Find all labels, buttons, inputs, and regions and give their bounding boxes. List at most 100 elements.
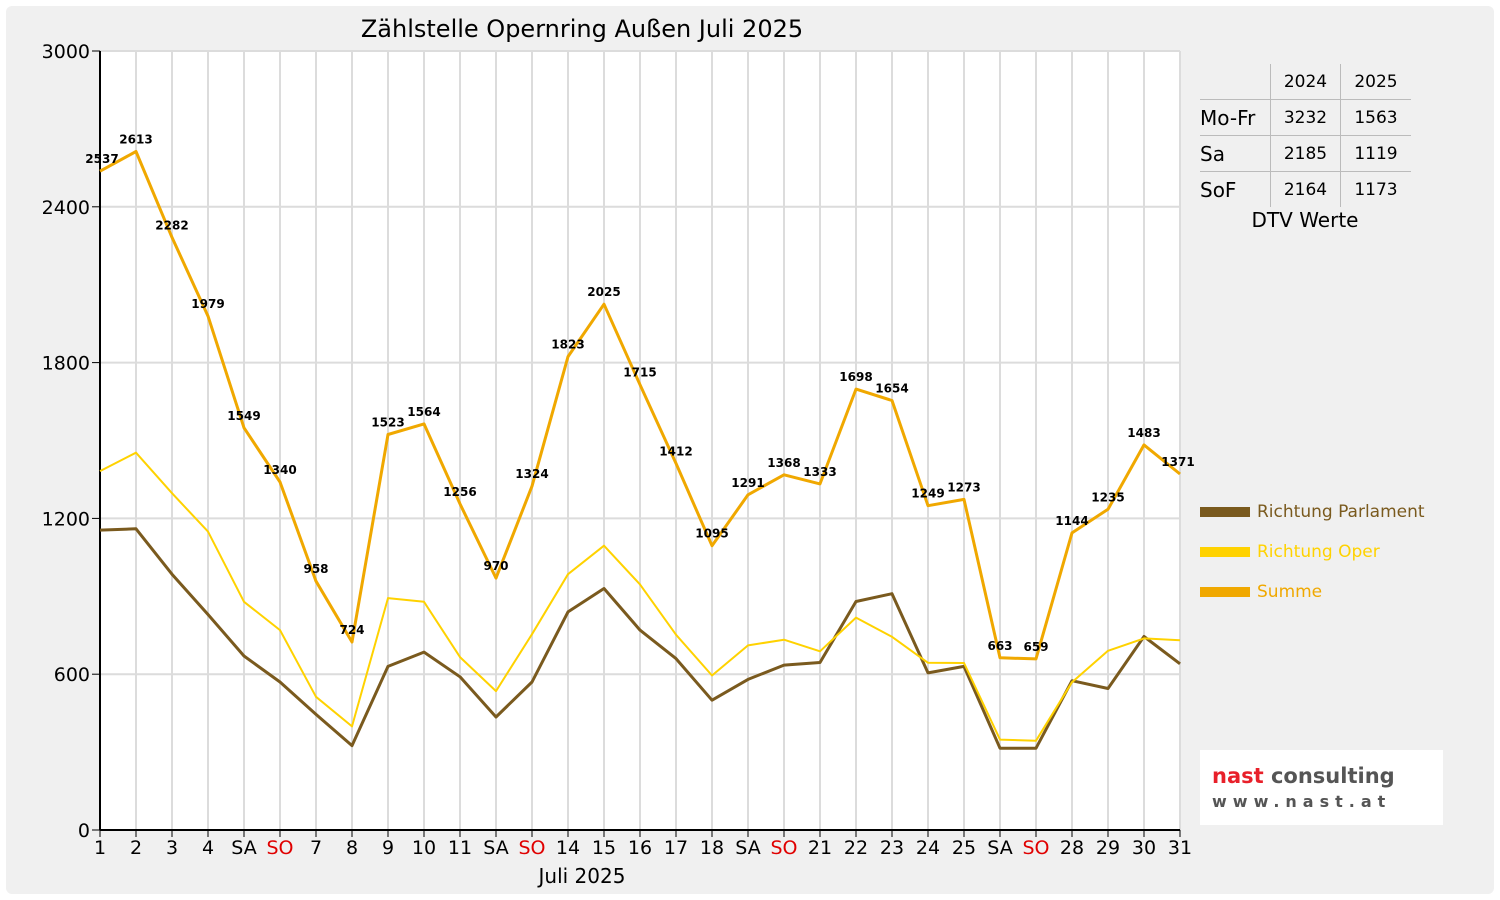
x-tick-label: 3 <box>166 837 178 859</box>
x-tick-label: SO <box>770 837 797 859</box>
data-label: 1095 <box>695 527 728 541</box>
dtv-row-label: SoF <box>1200 171 1271 207</box>
logo-url: www.nast.at <box>1212 792 1392 811</box>
series-line-2 <box>99 451 1181 742</box>
y-tick-label: 600 <box>54 664 90 686</box>
dtv-header-row: 2024 2025 <box>1200 64 1411 100</box>
x-tick-label: 11 <box>448 837 472 859</box>
data-label: 1549 <box>227 409 260 423</box>
series-line-3 <box>99 150 1181 661</box>
dtv-row-mofr: Mo-Fr 3232 1563 <box>1200 99 1411 136</box>
dtv-value-2025: 1119 <box>1340 135 1411 172</box>
data-label: 1340 <box>263 463 296 477</box>
legend-label: Summe <box>1257 582 1323 602</box>
x-tick-label: 10 <box>412 837 436 859</box>
x-tick-label: SA <box>231 837 256 859</box>
x-tick-label: 1 <box>94 837 106 859</box>
logo-brand-part2: consulting <box>1270 764 1395 788</box>
data-label: 1654 <box>875 382 908 396</box>
data-label: 724 <box>339 623 364 637</box>
dtv-value-2024: 3232 <box>1270 99 1341 136</box>
legend-label: Richtung Oper <box>1257 542 1380 562</box>
data-label: 663 <box>987 639 1012 653</box>
dtv-row-sa: Sa 2185 1119 <box>1200 135 1411 172</box>
x-tick-label: 8 <box>346 837 358 859</box>
legend-swatch <box>1200 507 1250 517</box>
data-label: 1564 <box>407 405 440 419</box>
dtv-value-2024: 2185 <box>1270 135 1341 172</box>
dtv-header-2024: 2024 <box>1270 64 1341 100</box>
x-tick-label: 23 <box>880 837 904 859</box>
dtv-row-label: Sa <box>1200 135 1271 172</box>
data-label: 1371 <box>1161 455 1194 469</box>
data-label: 2282 <box>155 218 188 232</box>
x-tick-label: 14 <box>556 837 580 859</box>
series-line-1 <box>99 527 1181 750</box>
dtv-row-label: Mo-Fr <box>1200 99 1271 136</box>
x-tick-label: SA <box>987 837 1012 859</box>
data-label: 659 <box>1023 640 1048 654</box>
x-tick-label: 28 <box>1060 837 1084 859</box>
data-label: 1698 <box>839 370 872 384</box>
data-label: 1523 <box>371 416 404 430</box>
y-tick-label: 2400 <box>42 197 90 219</box>
x-tick-label: 15 <box>592 837 616 859</box>
y-tick-label: 3000 <box>42 41 90 63</box>
data-label: 2025 <box>587 285 620 299</box>
legend-item-oper: Richtung Oper <box>1200 532 1425 572</box>
data-label: 1823 <box>551 338 584 352</box>
data-label: 958 <box>303 562 328 576</box>
data-label: 1256 <box>443 485 476 499</box>
legend-item-summe: Summe <box>1200 572 1425 612</box>
x-tick-label: 25 <box>952 837 976 859</box>
x-tick-label: 2 <box>130 837 142 859</box>
data-label: 970 <box>483 559 508 573</box>
data-label: 1235 <box>1091 490 1124 504</box>
data-label: 1483 <box>1127 426 1160 440</box>
dtv-row-sof: SoF 2164 1173 <box>1200 171 1411 207</box>
data-label: 1144 <box>1055 514 1088 528</box>
dtv-header-empty <box>1200 64 1271 100</box>
dtv-value-2025: 1173 <box>1340 171 1411 207</box>
x-tick-label: 9 <box>382 837 394 859</box>
chart-legend: Richtung Parlament Richtung Oper Summe <box>1200 492 1425 612</box>
x-axis-label: Juli 2025 <box>537 864 626 888</box>
legend-swatch <box>1200 547 1250 557</box>
legend-item-parlament: Richtung Parlament <box>1200 492 1425 532</box>
x-tick-label: 29 <box>1096 837 1120 859</box>
x-tick-label: SO <box>266 837 293 859</box>
x-tick-label: 22 <box>844 837 868 859</box>
x-tick-label: 18 <box>700 837 724 859</box>
legend-swatch <box>1200 587 1250 597</box>
logo-brand: nast consulting <box>1212 764 1395 788</box>
x-tick-label: 30 <box>1132 837 1156 859</box>
chart-title: Zählstelle Opernring Außen Juli 2025 <box>361 15 803 43</box>
x-tick-label: 7 <box>310 837 322 859</box>
y-tick-label: 1800 <box>42 353 90 375</box>
data-label: 1979 <box>191 297 224 311</box>
x-tick-label: 24 <box>916 837 940 859</box>
data-label: 1715 <box>623 366 656 380</box>
data-label: 1368 <box>767 456 800 470</box>
data-label: 1333 <box>803 465 836 479</box>
grid-layer <box>100 50 1181 830</box>
data-label: 1273 <box>947 480 980 494</box>
x-tick-label: SA <box>735 837 760 859</box>
company-logo: nast consulting www.nast.at <box>1200 750 1443 825</box>
y-tick-label: 1200 <box>42 508 90 530</box>
data-label: 1249 <box>911 487 944 501</box>
data-label: 1412 <box>659 444 692 458</box>
x-tick-label: SO <box>518 837 545 859</box>
x-tick-label: 4 <box>202 837 214 859</box>
dtv-header-2025: 2025 <box>1340 64 1411 100</box>
x-tick-label: 17 <box>664 837 688 859</box>
legend-label: Richtung Parlament <box>1257 502 1425 522</box>
data-label: 1291 <box>731 476 764 490</box>
x-tick-label: SA <box>483 837 508 859</box>
dtv-value-2025: 1563 <box>1340 99 1411 136</box>
dtv-table: 2024 2025 Mo-Fr 3232 1563 Sa 2185 1119 S… <box>1200 64 1411 207</box>
dtv-value-2024: 2164 <box>1270 171 1341 207</box>
